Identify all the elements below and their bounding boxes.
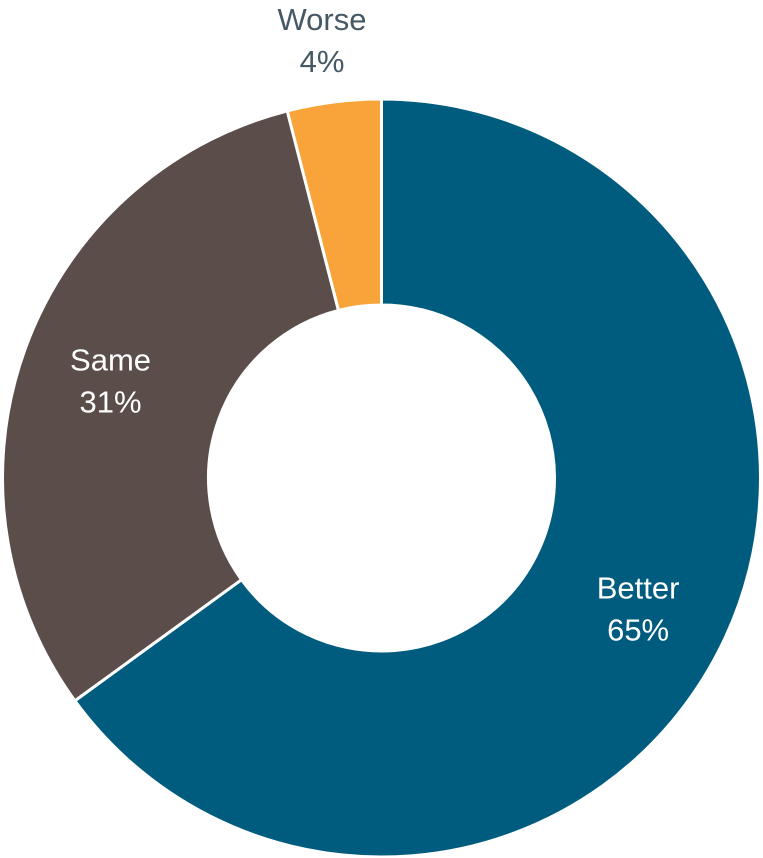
slice-worse bbox=[285, 97, 383, 313]
slice-same bbox=[1, 109, 341, 703]
slices-group bbox=[1, 97, 762, 858]
slice-label-better: Better bbox=[597, 571, 680, 606]
slice-better bbox=[72, 97, 762, 858]
slice-value-worse: 4% bbox=[300, 44, 345, 79]
slice-label-worse: Worse bbox=[277, 2, 366, 37]
slice-value-better: 65% bbox=[607, 613, 669, 648]
labels-group: Better 65% Same 31% Worse 4% bbox=[70, 2, 679, 648]
slice-value-same: 31% bbox=[80, 384, 142, 419]
slice-label-same: Same bbox=[70, 342, 151, 377]
